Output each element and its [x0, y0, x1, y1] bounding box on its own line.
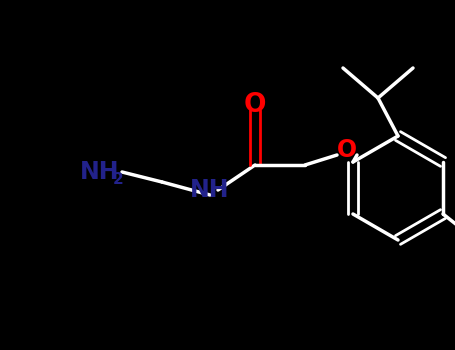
- Text: NH: NH: [190, 178, 230, 202]
- Text: NH: NH: [80, 160, 120, 184]
- Text: O: O: [337, 138, 357, 162]
- Text: O: O: [244, 92, 266, 118]
- Text: 2: 2: [113, 172, 123, 187]
